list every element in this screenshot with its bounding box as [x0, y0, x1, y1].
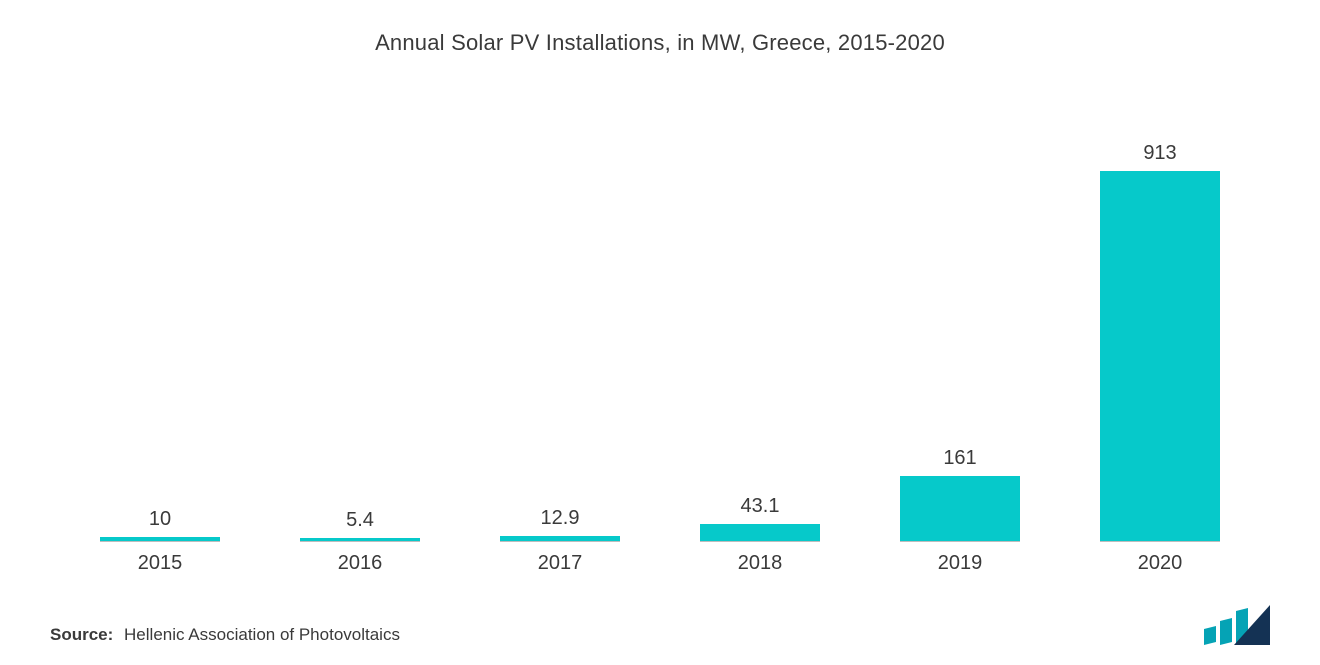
source-label: Source:	[50, 625, 113, 644]
bar-value-label: 10	[149, 508, 171, 531]
source-line: Source: Hellenic Association of Photovol…	[50, 625, 400, 645]
bar	[700, 524, 820, 541]
bar-cell: 161	[860, 86, 1060, 541]
x-label: 2018	[660, 552, 860, 575]
bar	[300, 538, 420, 541]
bar-cell: 12.9	[460, 86, 660, 541]
bar-cell: 5.4	[260, 86, 460, 541]
bar-cell: 10	[60, 86, 260, 541]
x-label: 2017	[460, 552, 660, 575]
bar	[500, 536, 620, 541]
bar-value-label: 5.4	[346, 509, 374, 532]
bars-row: 10 5.4 12.9 43.1 161 913	[50, 86, 1270, 541]
x-label: 2016	[260, 552, 460, 575]
x-tick	[700, 541, 820, 542]
x-label: 2019	[860, 552, 1060, 575]
x-label: 2020	[1060, 552, 1260, 575]
bar	[900, 476, 1020, 541]
footer: Source: Hellenic Association of Photovol…	[50, 603, 1270, 645]
x-axis-cell: 2019	[860, 541, 1060, 575]
x-axis-cell: 2017	[460, 541, 660, 575]
chart-container: Annual Solar PV Installations, in MW, Gr…	[0, 0, 1320, 665]
x-tick	[1100, 541, 1220, 542]
plot-area: 10 5.4 12.9 43.1 161 913	[50, 86, 1270, 541]
bar-cell: 913	[1060, 86, 1260, 541]
x-axis: 201520162017201820192020	[50, 541, 1270, 575]
x-axis-cell: 2016	[260, 541, 460, 575]
x-axis-cell: 2015	[60, 541, 260, 575]
bar-cell: 43.1	[660, 86, 860, 541]
x-tick	[500, 541, 620, 542]
x-axis-cell: 2018	[660, 541, 860, 575]
x-tick	[300, 541, 420, 542]
x-axis-cell: 2020	[1060, 541, 1260, 575]
brand-logo	[1204, 603, 1270, 645]
chart-title: Annual Solar PV Installations, in MW, Gr…	[50, 30, 1270, 56]
bar-value-label: 913	[1143, 142, 1176, 165]
bar-value-label: 161	[943, 447, 976, 470]
bar	[1100, 171, 1220, 541]
logo-icon	[1204, 603, 1270, 645]
x-label: 2015	[60, 552, 260, 575]
x-tick	[100, 541, 220, 542]
x-tick	[900, 541, 1020, 542]
bar-value-label: 43.1	[741, 495, 780, 518]
bar	[100, 537, 220, 541]
bar-value-label: 12.9	[541, 507, 580, 530]
source-text: Hellenic Association of Photovoltaics	[124, 625, 400, 644]
